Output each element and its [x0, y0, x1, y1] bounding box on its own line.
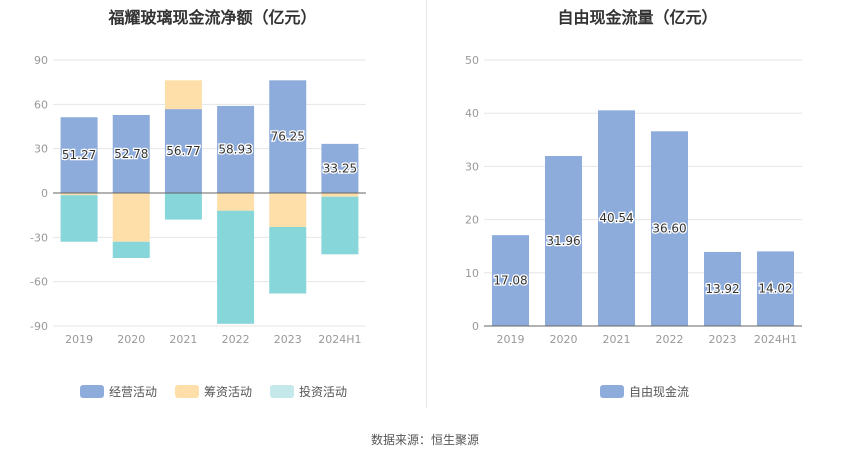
y-tick-label: -30 [30, 231, 48, 244]
bar-2019-series-2 [60, 195, 98, 242]
left-legend: 经营活动 筹资活动 投资活动 [80, 383, 347, 400]
data-label-2024H1: 14.02 [758, 282, 792, 296]
legend-item-free-cash-flow[interactable]: 自由现金流 [600, 383, 689, 400]
data-label-2023: 76.25 [271, 130, 305, 144]
x-tick-label: 2023 [274, 333, 302, 346]
y-tick-label: 40 [465, 107, 479, 120]
y-tick-label: 60 [34, 98, 48, 111]
bar-2022-series-1 [217, 193, 255, 211]
x-tick-label: 2022 [222, 333, 250, 346]
bar-2022-series-2 [217, 210, 255, 324]
legend-swatch-investing [270, 385, 295, 398]
legend-swatch-operating [80, 385, 104, 398]
data-label-2022: 36.60 [652, 222, 686, 236]
data-label-2020: 31.96 [546, 234, 580, 248]
data-label-2022: 58.93 [218, 142, 252, 156]
legend-item-financing[interactable]: 筹资活动 [175, 383, 252, 400]
data-source: 数据来源：恒生聚源 [370, 433, 479, 447]
bar-2024H1-series-0 [757, 251, 794, 326]
data-label-2024H1: 33.25 [323, 161, 357, 175]
bar-2021-series-0 [164, 109, 202, 193]
data-label-2019: 17.08 [493, 274, 527, 288]
y-tick-label: 30 [465, 160, 479, 173]
bar-2024H1-series-1 [321, 193, 359, 197]
x-tick-label: 2020 [117, 333, 145, 346]
y-tick-label: 30 [34, 143, 48, 156]
bar-2024H1-series-0 [321, 143, 359, 193]
data-label-2019: 51.27 [62, 148, 96, 162]
x-tick-label: 2020 [550, 333, 578, 346]
bar-2023-series-2 [269, 226, 307, 294]
x-tick-label: 2024H1 [318, 333, 361, 346]
y-tick-label: -60 [30, 276, 48, 289]
bar-2024H1-series-2 [321, 196, 359, 255]
y-tick-label: 0 [41, 187, 48, 200]
x-tick-label: 2019 [497, 333, 525, 346]
left-chart-title: 福耀玻璃现金流净额（亿元） [108, 8, 317, 27]
y-tick-label: 50 [465, 54, 479, 67]
cash-flow-chart: 90 60 30 0 -30 -60 -90 51.27 52.78 56.77 58.93 76.2… [30, 54, 366, 346]
bar-2021-series-0 [598, 110, 635, 326]
data-label-2020: 52.78 [114, 147, 148, 161]
right-chart-title: 自由现金流量（亿元） [557, 8, 718, 27]
bar-2023-series-0 [269, 80, 307, 193]
legend-swatch-financing [175, 385, 200, 398]
y-tick-label: 90 [34, 54, 48, 67]
y-tick-label: 0 [472, 320, 479, 333]
x-tick-label: 2021 [603, 333, 631, 346]
y-tick-label: 20 [465, 214, 479, 227]
panel-divider [426, 0, 427, 408]
legend-label-free-cash-flow: 自由现金流 [629, 385, 690, 399]
data-label-2021: 56.77 [166, 144, 200, 158]
bar-2020-series-2 [112, 241, 150, 259]
bar-2020-series-0 [545, 155, 582, 326]
legend-item-investing[interactable]: 投资活动 [270, 383, 347, 400]
bar-2019-series-1 [60, 193, 98, 196]
legend-label-financing: 筹资活动 [204, 385, 253, 399]
x-tick-label: 2022 [656, 333, 684, 346]
x-tick-label: 2021 [169, 333, 197, 346]
legend-swatch-free-cash-flow [600, 385, 624, 398]
y-tick-label: -90 [30, 320, 48, 333]
data-label-2023: 13.92 [705, 282, 739, 296]
bar-2020-series-1 [112, 193, 150, 242]
bar-2020-series-0 [112, 115, 150, 193]
bar-2021-series-1 [164, 80, 202, 110]
bar-2022-series-0 [651, 131, 688, 326]
data-label-2021: 40.54 [599, 211, 633, 225]
bar-2023-series-0 [704, 251, 741, 326]
free-cash-flow-chart: 50 40 30 20 10 0 17.08 31.96 40.54 36.60 13.92 14.0… [465, 54, 802, 346]
legend-item-operating[interactable]: 经营活动 [80, 383, 157, 400]
legend-label-investing: 投资活动 [299, 385, 348, 399]
right-legend: 自由现金流 [600, 383, 689, 400]
bar-2019-series-0 [60, 117, 98, 193]
bar-2019-series-0 [492, 235, 529, 326]
bar-2023-series-1 [269, 193, 307, 227]
bar-2022-series-0 [217, 105, 255, 193]
y-tick-label: 10 [465, 267, 479, 280]
x-tick-label: 2019 [65, 333, 93, 346]
legend-label-operating: 经营活动 [109, 385, 158, 399]
x-tick-label: 2024H1 [754, 333, 797, 346]
x-tick-label: 2023 [709, 333, 737, 346]
bar-2021-series-2 [164, 193, 202, 220]
